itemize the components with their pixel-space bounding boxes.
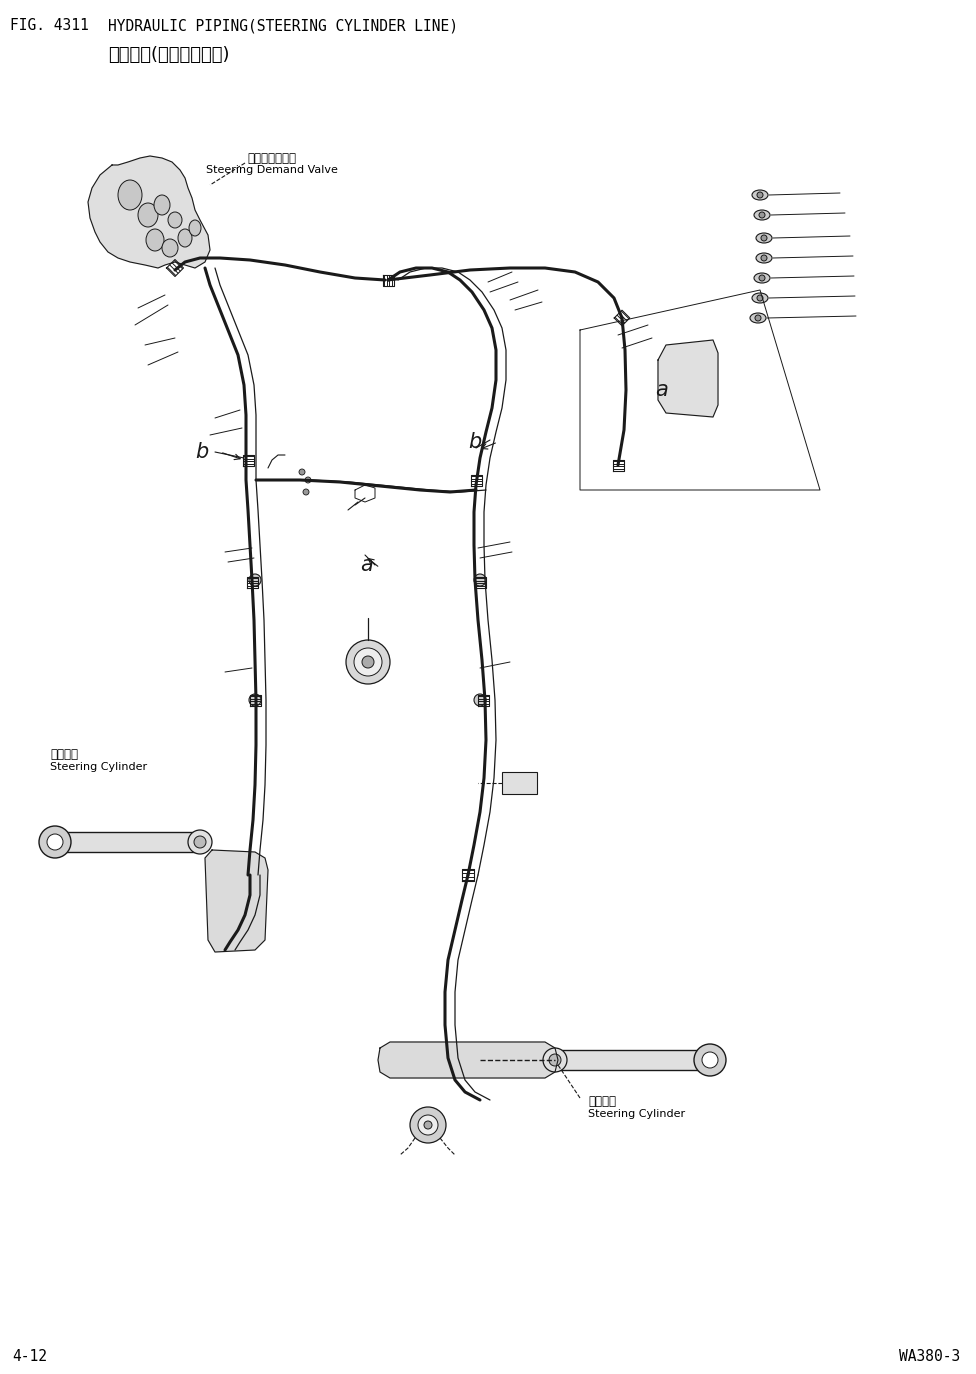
Polygon shape [88, 157, 210, 268]
Ellipse shape [178, 229, 192, 247]
Circle shape [694, 1044, 726, 1076]
Circle shape [543, 1048, 567, 1072]
Circle shape [474, 694, 486, 706]
Ellipse shape [750, 313, 766, 323]
Text: Steering Cylinder: Steering Cylinder [50, 763, 147, 772]
Circle shape [346, 640, 390, 684]
Text: b: b [195, 442, 208, 462]
Circle shape [418, 1114, 438, 1135]
Text: Steering Cylinder: Steering Cylinder [588, 1109, 685, 1118]
Bar [555, 1050, 710, 1070]
Circle shape [249, 574, 261, 585]
Ellipse shape [756, 234, 772, 243]
Circle shape [249, 694, 261, 706]
Ellipse shape [162, 239, 178, 257]
Circle shape [761, 256, 767, 261]
Circle shape [755, 315, 761, 322]
Ellipse shape [754, 210, 770, 220]
Text: WA380-3: WA380-3 [899, 1349, 960, 1364]
Bar [55, 833, 200, 852]
Circle shape [354, 649, 382, 676]
Text: b: b [468, 431, 481, 452]
Ellipse shape [146, 229, 164, 251]
Circle shape [188, 830, 212, 855]
Ellipse shape [752, 293, 768, 304]
Ellipse shape [168, 212, 182, 228]
Circle shape [549, 1054, 561, 1066]
Circle shape [474, 574, 486, 585]
Circle shape [759, 275, 765, 282]
Circle shape [39, 826, 71, 857]
Bar [502, 772, 537, 794]
Text: 转叧油缸: 转叧油缸 [50, 747, 78, 761]
Text: Steering Demand Valve: Steering Demand Valve [206, 165, 338, 174]
Text: 油压管路(转向油缸回路): 油压管路(转向油缸回路) [108, 45, 229, 65]
Circle shape [759, 212, 765, 218]
Ellipse shape [756, 253, 772, 262]
Circle shape [299, 469, 305, 475]
Text: a: a [360, 555, 373, 574]
Text: 转向油缸: 转向油缸 [588, 1095, 616, 1107]
Circle shape [410, 1107, 446, 1143]
Circle shape [47, 834, 63, 851]
Text: 4-12: 4-12 [12, 1349, 47, 1364]
Text: 转向接需供油阀: 转向接需供油阀 [248, 153, 297, 165]
Text: FIG. 4311: FIG. 4311 [10, 18, 89, 33]
Circle shape [702, 1052, 718, 1068]
Circle shape [424, 1121, 432, 1129]
Text: a: a [655, 381, 668, 400]
Circle shape [194, 835, 206, 848]
Polygon shape [205, 851, 268, 952]
Polygon shape [658, 339, 718, 416]
Ellipse shape [118, 180, 142, 210]
Circle shape [757, 192, 763, 198]
Circle shape [761, 235, 767, 240]
Ellipse shape [752, 190, 768, 201]
Polygon shape [378, 1041, 558, 1079]
Ellipse shape [138, 203, 158, 227]
Ellipse shape [154, 195, 170, 214]
Circle shape [757, 295, 763, 301]
Ellipse shape [189, 220, 201, 236]
Circle shape [362, 655, 374, 668]
Text: HYDRAULIC PIPING(STEERING CYLINDER LINE): HYDRAULIC PIPING(STEERING CYLINDER LINE) [108, 18, 458, 33]
Circle shape [303, 489, 309, 495]
Circle shape [305, 477, 311, 484]
Ellipse shape [754, 273, 770, 283]
